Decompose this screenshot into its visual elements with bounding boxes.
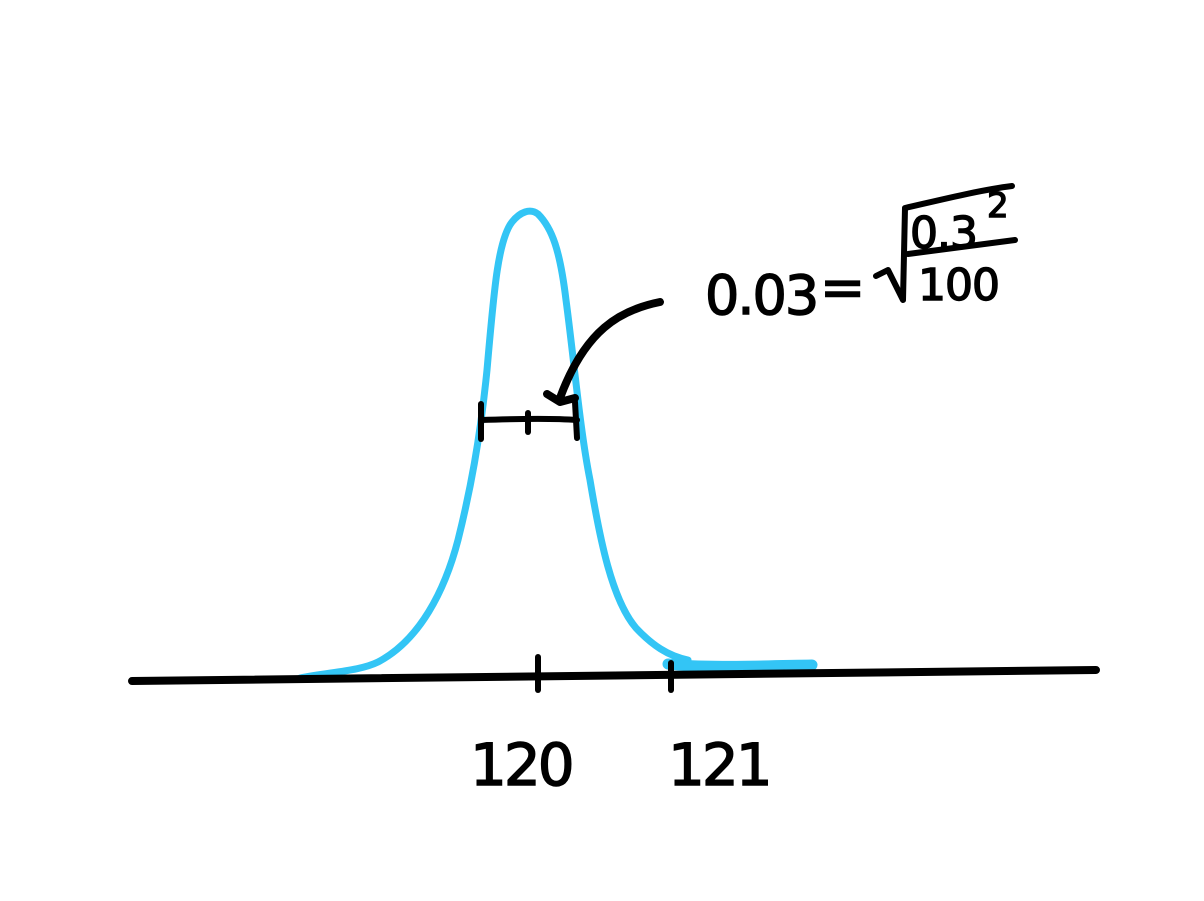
distribution-tail [662,658,818,672]
distribution-curve [296,207,692,682]
fraction-exponent: 2 [987,186,1008,226]
equation-equals: = [820,256,863,319]
tick-label-121: 121 [668,731,770,799]
interval-bar-icon [478,399,580,442]
tick-label-120: 120 [470,731,572,799]
square-root-icon [873,183,1015,303]
equation-lhs: 0.03 [705,264,817,327]
x-axis-line [128,666,1100,685]
fraction-denominator: 100 [918,260,999,311]
curved-arrow-icon [543,298,664,406]
fraction-bar [905,237,1018,257]
